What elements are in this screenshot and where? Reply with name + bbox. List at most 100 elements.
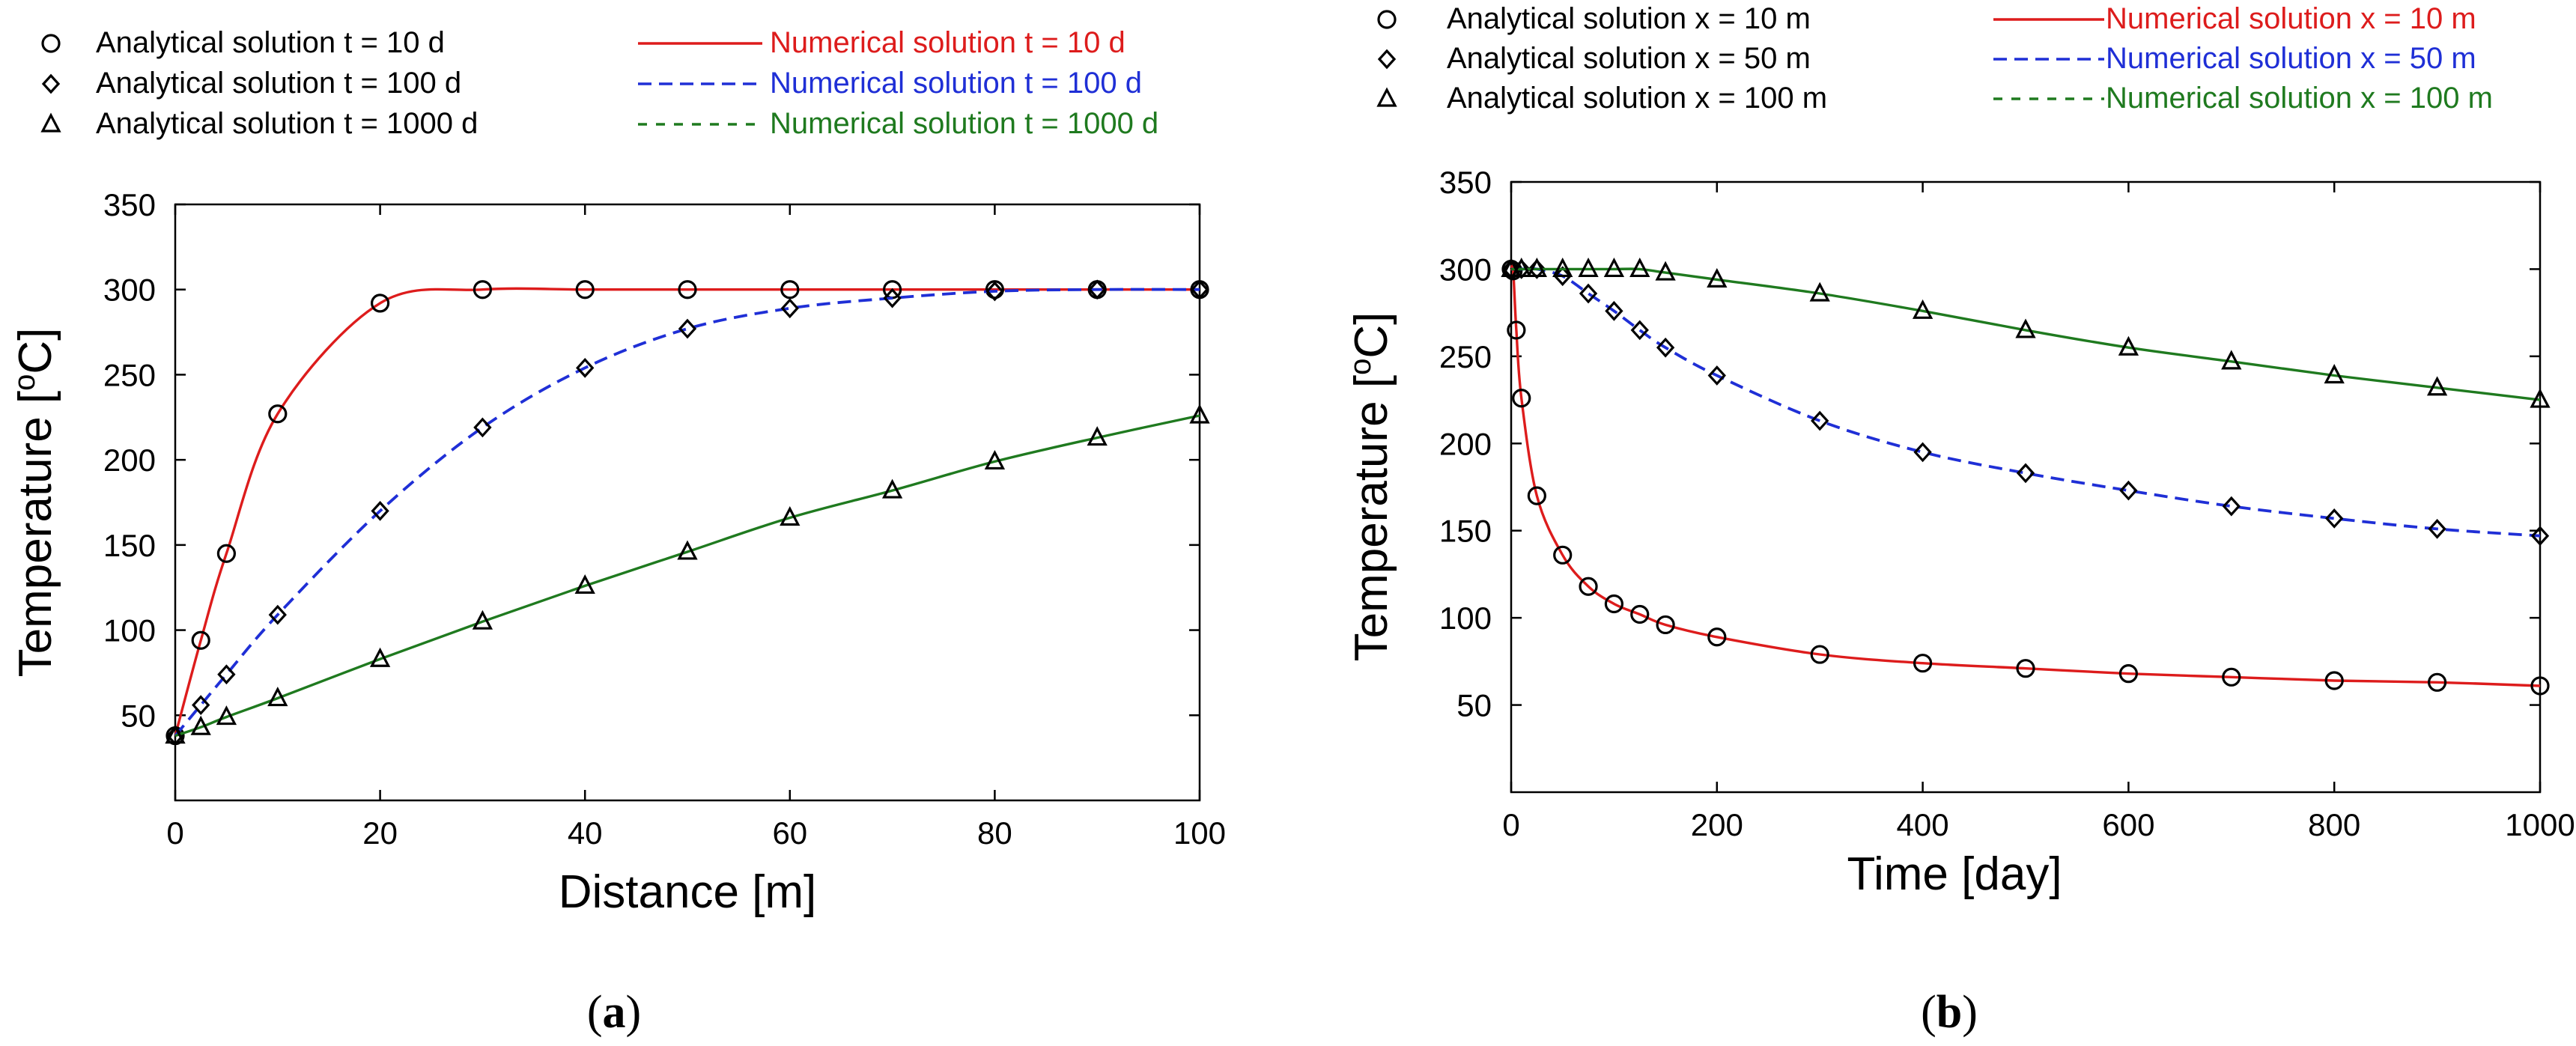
y-tick-label-a: 250 bbox=[103, 357, 156, 392]
analytical-marker-a-3 bbox=[984, 449, 1006, 470]
y-axis-label-degree-b: o bbox=[1344, 359, 1377, 375]
analytical-marker-b-1 bbox=[1527, 486, 1546, 505]
analytical-marker-a-1 bbox=[575, 280, 595, 299]
analytical-marker-a-2 bbox=[883, 288, 902, 308]
x-tick-label-b: 200 bbox=[1691, 807, 1743, 842]
y-axis-label-b: Temperature [oC] bbox=[1344, 312, 1397, 662]
legend-analytical-label-b-3: Analytical solution x = 100 m bbox=[1447, 82, 1827, 115]
analytical-marker-b-3 bbox=[2324, 364, 2345, 384]
analytical-marker-a-3 bbox=[165, 724, 186, 744]
analytical-marker-b-2 bbox=[2016, 463, 2035, 484]
analytical-marker-b-1 bbox=[1630, 604, 1650, 624]
legend-analytical-label-a-3: Analytical solution t = 1000 d bbox=[96, 107, 478, 140]
analytical-marker-b-2 bbox=[1656, 337, 1675, 358]
numerical-line-b-2 bbox=[1511, 267, 2541, 538]
analytical-marker-a-2 bbox=[780, 298, 799, 319]
legend-marker-b-1 bbox=[1377, 10, 1397, 29]
analytical-marker-a-1 bbox=[678, 280, 697, 299]
analytical-marker-b-1 bbox=[1913, 654, 1933, 673]
y-tick-label-a: 200 bbox=[103, 443, 156, 478]
legend-analytical-label-b-1: Analytical solution x = 10 m bbox=[1447, 2, 1811, 35]
analytical-marker-a-3 bbox=[881, 478, 903, 499]
legend-marker-a-2 bbox=[41, 73, 61, 94]
analytical-marker-b-2 bbox=[1579, 283, 1598, 304]
analytical-marker-b-3 bbox=[1629, 257, 1650, 278]
analytical-marker-b-3 bbox=[1511, 257, 1532, 278]
analytical-marker-b-2 bbox=[2428, 519, 2446, 539]
analytical-marker-b-2 bbox=[2325, 508, 2344, 529]
analytical-marker-a-1 bbox=[191, 630, 210, 650]
analytical-marker-b-3 bbox=[1526, 257, 1547, 278]
x-tick-label-b: 0 bbox=[1502, 807, 1519, 842]
analytical-marker-b-2 bbox=[2119, 480, 2138, 501]
analytical-marker-b-2 bbox=[1630, 320, 1649, 341]
analytical-marker-b-2 bbox=[2222, 496, 2241, 517]
y-tick-label-b: 250 bbox=[1439, 339, 1492, 374]
panel-label-a: (a) bbox=[587, 987, 641, 1038]
x-axis-label-a: Distance [m] bbox=[559, 866, 817, 918]
numerical-line-a-1 bbox=[174, 287, 1200, 737]
panel-label-open-b: ( bbox=[1921, 987, 1936, 1038]
legend-analytical-label-b-2: Analytical solution x = 50 m bbox=[1447, 42, 1811, 75]
y-tick-label-b: 300 bbox=[1439, 252, 1492, 287]
plot-frame-b bbox=[1510, 180, 2542, 794]
plot-frame-a bbox=[174, 203, 1201, 802]
y-tick-label-b: 100 bbox=[1439, 600, 1492, 636]
analytical-marker-b-3 bbox=[1578, 257, 1599, 278]
y-axis-label-unit-b: C] bbox=[1346, 312, 1397, 359]
y-axis-label-text-b: Temperature [ bbox=[1346, 375, 1397, 662]
panel-label-letter-a: a bbox=[603, 987, 626, 1038]
y-tick-label-b: 150 bbox=[1439, 514, 1492, 549]
legend-numerical-label-a-1: Numerical solution t = 10 d bbox=[770, 26, 1126, 59]
y-tick-label-b: 200 bbox=[1439, 426, 1492, 461]
panel-label-open-a: ( bbox=[587, 987, 603, 1038]
legend-numerical-label-b-3: Numerical solution x = 100 m bbox=[2106, 82, 2493, 115]
x-tick-label-a: 0 bbox=[166, 815, 183, 851]
legend-marker-b-2 bbox=[1377, 49, 1397, 70]
analytical-marker-b-1 bbox=[1810, 645, 1829, 664]
panel-label-b: (b) bbox=[1921, 987, 1978, 1038]
analytical-marker-b-1 bbox=[1507, 320, 1526, 340]
analytical-marker-b-1 bbox=[2428, 672, 2447, 692]
analytical-marker-a-2 bbox=[473, 417, 492, 438]
analytical-marker-a-2 bbox=[985, 281, 1004, 302]
analytical-marker-a-3 bbox=[472, 609, 493, 630]
analytical-marker-a-2 bbox=[1190, 279, 1209, 300]
legend-analytical-label-a-1: Analytical solution t = 10 d bbox=[96, 26, 445, 59]
analytical-marker-b-2 bbox=[1553, 266, 1572, 287]
analytical-marker-a-3 bbox=[574, 574, 595, 595]
analytical-marker-a-2 bbox=[1088, 279, 1107, 300]
x-tick-label-a: 60 bbox=[772, 815, 807, 851]
numerical-line-b-1 bbox=[1510, 264, 2541, 687]
x-tick-label-a: 80 bbox=[977, 815, 1012, 851]
legend-marker-b-3 bbox=[1376, 87, 1397, 107]
analytical-marker-b-1 bbox=[1553, 545, 1573, 565]
analytical-marker-b-3 bbox=[1603, 257, 1625, 278]
analytical-marker-a-2 bbox=[576, 357, 595, 378]
analytical-marker-a-1 bbox=[216, 544, 236, 563]
x-tick-label-b: 400 bbox=[1897, 807, 1949, 842]
analytical-marker-b-2 bbox=[1707, 365, 1726, 386]
analytical-marker-b-1 bbox=[1656, 615, 1675, 635]
y-axis-label-a: Temperature [oC] bbox=[8, 328, 61, 678]
y-axis-label-unit-a: C] bbox=[10, 328, 61, 374]
analytical-marker-b-2 bbox=[2530, 526, 2550, 547]
analytical-marker-b-1 bbox=[1707, 627, 1727, 647]
numerical-line-b-3 bbox=[1511, 267, 2541, 401]
analytical-marker-b-1 bbox=[1579, 577, 1598, 596]
analytical-marker-a-1 bbox=[473, 280, 493, 299]
x-tick-label-b: 600 bbox=[2102, 807, 2154, 842]
analytical-marker-a-2 bbox=[217, 664, 236, 685]
analytical-marker-b-3 bbox=[2426, 376, 2448, 396]
analytical-marker-a-1 bbox=[268, 404, 288, 424]
analytical-marker-b-3 bbox=[1809, 282, 1830, 302]
panel-label-close-b: ) bbox=[1962, 987, 1978, 1038]
legend-marker-a-3 bbox=[40, 112, 61, 133]
analytical-marker-b-3 bbox=[1552, 257, 1573, 278]
legend-analytical-label-a-2: Analytical solution t = 100 d bbox=[96, 67, 461, 100]
x-tick-label-b: 800 bbox=[2308, 807, 2360, 842]
analytical-marker-b-1 bbox=[2222, 667, 2241, 687]
analytical-marker-a-3 bbox=[1189, 404, 1210, 424]
y-tick-label-b: 50 bbox=[1456, 688, 1492, 723]
analytical-marker-b-2 bbox=[1512, 259, 1531, 279]
